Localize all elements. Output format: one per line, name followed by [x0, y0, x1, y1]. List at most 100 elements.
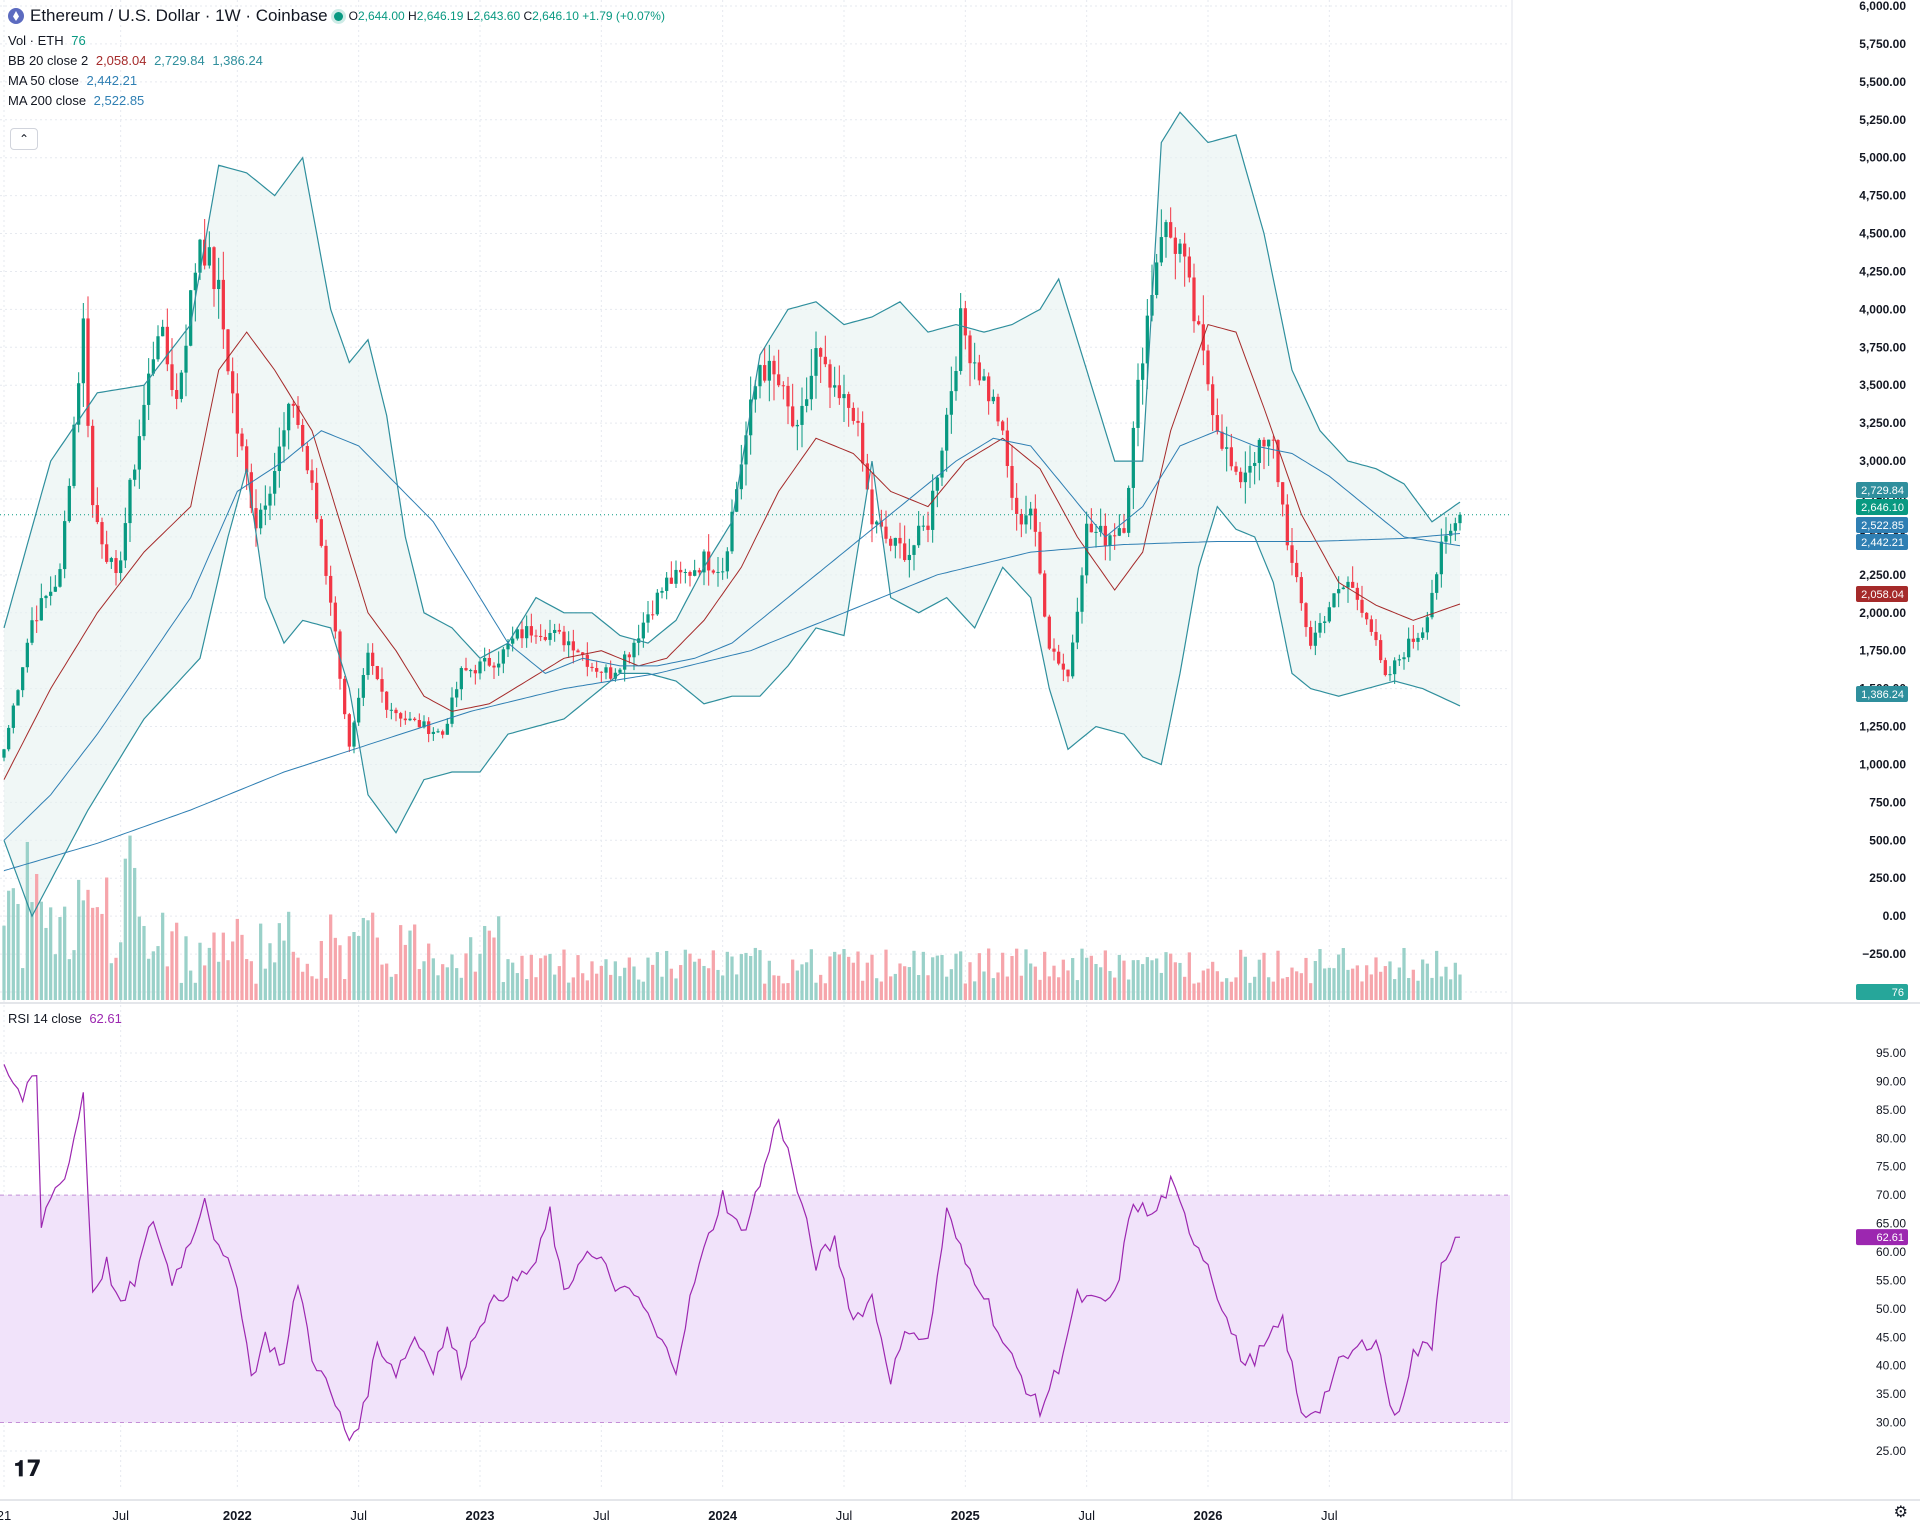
- volume-bar: [207, 947, 211, 1000]
- price-change: +1.79 (+0.07%): [582, 9, 665, 23]
- volume-bar: [1248, 982, 1252, 1000]
- candle-body: [1071, 642, 1075, 677]
- price-tick-label: 1,250.00: [1859, 720, 1906, 734]
- ma50-legend[interactable]: MA 50 close 2,442.21: [8, 73, 138, 88]
- candle-body: [641, 622, 645, 639]
- candle-body: [1211, 384, 1215, 416]
- volume-bar: [931, 957, 935, 1000]
- candle-body: [842, 394, 846, 399]
- candle-body: [44, 595, 48, 599]
- volume-bar: [870, 954, 874, 1000]
- ohlc-values: O2,644.00 H2,646.19 L2,643.60 C2,646.10 …: [348, 9, 665, 23]
- candle-body: [921, 525, 925, 527]
- candle-body: [520, 629, 524, 639]
- volume-bar: [693, 961, 697, 1000]
- volume-bar: [1388, 961, 1392, 1000]
- volume-bar: [1061, 959, 1065, 1000]
- candle-body: [982, 376, 986, 381]
- candle-body: [156, 336, 160, 360]
- candle-body: [7, 727, 11, 750]
- candle-body: [688, 571, 692, 576]
- bollinger-legend[interactable]: BB 20 close 2 2,058.04 2,729.84 1,386.24: [8, 53, 263, 68]
- candle-body: [973, 362, 977, 364]
- candle-body: [319, 519, 323, 546]
- candle-body: [1393, 660, 1397, 675]
- time-tick-label: 2025: [951, 1508, 980, 1523]
- candle-body: [259, 509, 263, 529]
- candle-body: [193, 272, 197, 291]
- candle-body: [511, 638, 515, 644]
- symbol-title[interactable]: Ethereum / U.S. Dollar · 1W · Coinbase: [30, 6, 328, 25]
- volume-bar: [165, 966, 169, 1000]
- collapse-legend-button[interactable]: ⌃: [10, 128, 38, 150]
- volume-bar: [837, 954, 841, 1000]
- candle-body: [1057, 651, 1061, 664]
- volume-bar: [1430, 977, 1434, 1000]
- candle-body: [1248, 465, 1252, 473]
- volume-bar: [431, 958, 435, 1000]
- price-tick-label: 6,000.00: [1859, 0, 1906, 13]
- rsi-line: [3, 1064, 1461, 1442]
- volume-bar: [903, 966, 907, 1000]
- gear-icon[interactable]: ⚙: [1893, 1504, 1908, 1521]
- volume-bar: [1033, 966, 1037, 1000]
- candle-body: [380, 679, 384, 692]
- candle-body: [697, 570, 701, 573]
- volume-bar: [310, 976, 314, 1000]
- volume-bar: [1281, 978, 1285, 1000]
- volume-bar: [889, 976, 893, 1000]
- volume-bar: [11, 888, 15, 1000]
- volume-bar: [1295, 971, 1299, 1000]
- candle-body: [1061, 663, 1065, 670]
- volume-bar: [371, 912, 375, 1000]
- volume-bar: [590, 961, 594, 1000]
- volume-bar: [977, 953, 981, 1000]
- candle-body: [1183, 243, 1187, 257]
- candle-body: [912, 545, 916, 555]
- candle-body: [1341, 587, 1345, 590]
- candle-body: [1421, 632, 1425, 638]
- volume-bar: [1029, 963, 1033, 1000]
- volume-bar: [1169, 953, 1173, 1000]
- price-tick-label: 500.00: [1869, 833, 1906, 847]
- candle-body: [1318, 622, 1322, 633]
- volume-bar: [525, 978, 529, 1000]
- candle-body: [235, 393, 239, 434]
- candle-body: [1010, 465, 1014, 498]
- candle-body: [959, 308, 963, 372]
- rsi-legend[interactable]: RSI 14 close 62.61: [8, 1011, 122, 1026]
- volume-bar: [730, 956, 734, 1000]
- candle-body: [1220, 431, 1224, 449]
- volume-bar: [1299, 973, 1303, 1000]
- candle-body: [1122, 528, 1126, 533]
- candle-body: [1276, 440, 1280, 483]
- volume-bar: [791, 959, 795, 1000]
- candle-body: [58, 569, 62, 587]
- candle-body: [1327, 607, 1331, 622]
- candle-body: [165, 326, 169, 365]
- candle-body: [506, 643, 510, 650]
- volume-bar: [529, 954, 533, 1000]
- volume-bar: [226, 960, 230, 1000]
- candle-body: [1019, 513, 1023, 525]
- candle-body: [609, 667, 613, 679]
- ma200-legend[interactable]: MA 200 close 2,522.85: [8, 93, 145, 108]
- volume-bar: [53, 954, 57, 1000]
- candle-body: [1173, 237, 1177, 254]
- price-badge-label: 1,386.24: [1861, 689, 1904, 701]
- candle-body: [721, 571, 725, 573]
- candle-body: [949, 391, 953, 415]
- volume-bar: [217, 961, 221, 1000]
- time-tick-label: Jul: [1321, 1508, 1338, 1523]
- candle-body: [128, 479, 132, 524]
- tradingview-logo-icon[interactable]: 𝟏𝟳: [14, 1456, 42, 1481]
- volume-legend[interactable]: Vol · ETH 76: [8, 33, 86, 48]
- candle-body: [749, 399, 753, 436]
- volume-bar: [744, 952, 748, 1000]
- volume-bar: [1057, 977, 1061, 1000]
- candle-body: [851, 407, 855, 421]
- price-tick-label: 5,750.00: [1859, 37, 1906, 51]
- candle-body: [1033, 508, 1037, 532]
- candle-body: [786, 385, 790, 407]
